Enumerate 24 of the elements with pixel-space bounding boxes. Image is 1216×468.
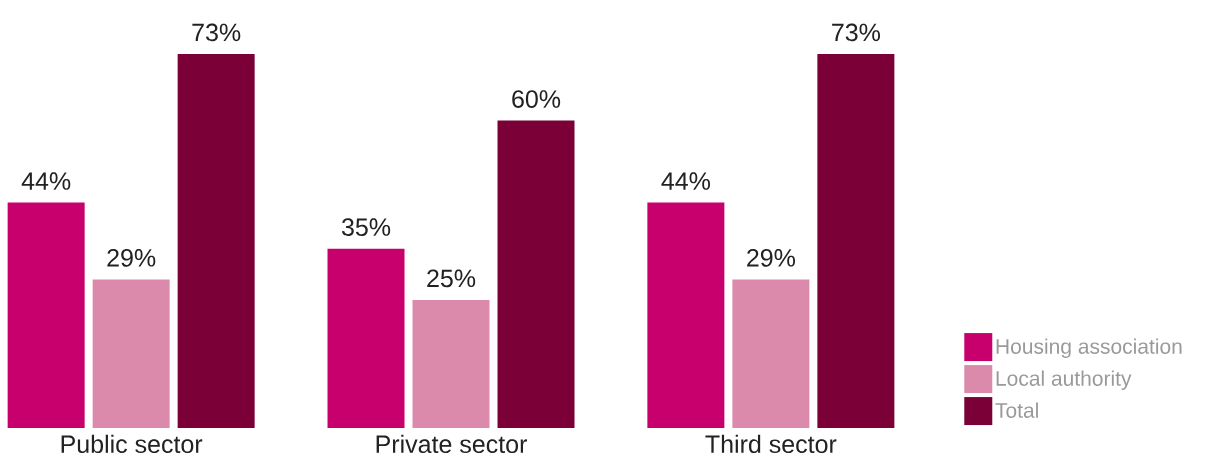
data-label: 73% <box>192 23 241 42</box>
bar <box>92 279 170 428</box>
bar <box>732 279 810 428</box>
legend-label: Housing association <box>996 338 1182 359</box>
data-label: 29% <box>107 249 156 267</box>
legend-label: Total <box>995 402 1038 418</box>
bar <box>647 202 725 428</box>
bar <box>817 54 895 428</box>
bar <box>327 248 405 428</box>
x-tick-label: Third sector <box>705 434 837 454</box>
data-label: 44% <box>21 172 71 190</box>
bar <box>7 202 85 428</box>
x-tick-label: Public sector <box>61 434 203 454</box>
data-label: 25% <box>427 269 476 288</box>
data-label: 73% <box>832 23 880 42</box>
data-label: 35% <box>341 218 391 236</box>
data-label: 29% <box>747 249 795 267</box>
bar <box>412 299 490 428</box>
bar <box>177 54 255 428</box>
data-label: 60% <box>512 90 561 108</box>
bar <box>497 120 575 428</box>
legend-label: Local authority <box>996 370 1132 391</box>
x-tick-label: Private sector <box>376 434 527 454</box>
data-label: 44% <box>661 172 710 190</box>
